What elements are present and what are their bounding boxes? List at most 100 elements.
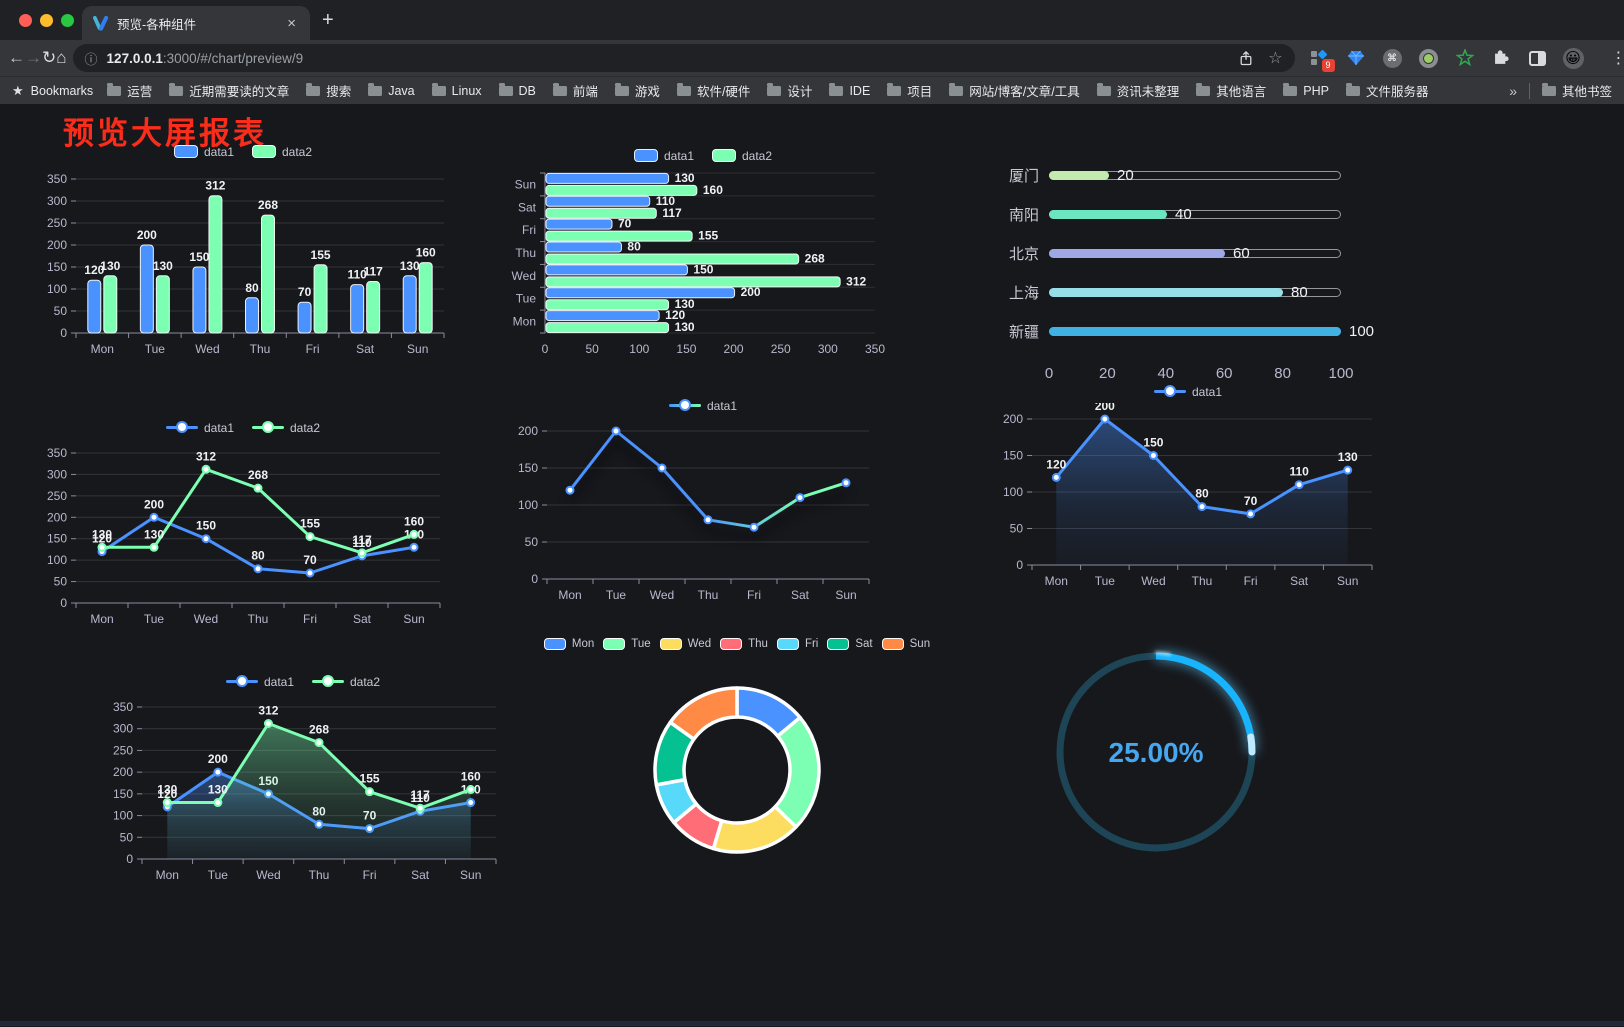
- svg-text:120: 120: [157, 787, 177, 801]
- legend-item[interactable]: data2: [312, 675, 380, 689]
- bookmark-folder[interactable]: 其他语言: [1196, 81, 1266, 100]
- bookmark-folder[interactable]: DB: [498, 82, 536, 98]
- legend-item[interactable]: data1: [225, 675, 294, 689]
- legend-item[interactable]: data1: [165, 421, 234, 435]
- bookmark-star-icon[interactable]: ☆: [1268, 50, 1283, 67]
- progress-fill: [1049, 288, 1283, 297]
- other-bookmarks[interactable]: 其他书签: [1541, 81, 1612, 100]
- legend-item[interactable]: Sun: [881, 637, 930, 650]
- progress-label: 南阳: [1008, 207, 1039, 224]
- legend-swatch: [252, 145, 276, 158]
- bottom-strip: [0, 1021, 1624, 1026]
- bookmark-folder[interactable]: 运营: [107, 81, 152, 100]
- bookmark-folder[interactable]: 文件服务器: [1345, 81, 1428, 100]
- command-extension-icon[interactable]: ⌘: [1382, 48, 1402, 68]
- chart-canvas: [540, 655, 934, 886]
- bookmark-folder[interactable]: 设计: [767, 81, 812, 100]
- folder-icon: [1096, 82, 1111, 96]
- side-panel-icon[interactable]: [1528, 50, 1546, 66]
- svg-text:300: 300: [47, 194, 67, 208]
- legend-swatch: [165, 421, 198, 434]
- bookmark-folder[interactable]: IDE: [829, 82, 870, 98]
- legend-item[interactable]: Thu: [720, 637, 768, 650]
- svg-text:Fri: Fri: [303, 612, 317, 626]
- legend-item[interactable]: Mon: [543, 637, 594, 650]
- progress-value: 60: [1233, 245, 1250, 262]
- bookmark-folder[interactable]: 网站/博客/文章/工具: [949, 81, 1080, 100]
- home-button[interactable]: ⌂: [56, 48, 67, 67]
- legend-item[interactable]: data2: [252, 421, 320, 435]
- back-button[interactable]: ←: [8, 48, 25, 67]
- bookmark-folder[interactable]: PHP: [1283, 82, 1329, 98]
- bookmark-folder[interactable]: 搜索: [306, 81, 351, 100]
- svg-text:Fri: Fri: [363, 868, 377, 882]
- svg-text:0: 0: [531, 572, 538, 586]
- legend-item[interactable]: Wed: [659, 637, 711, 650]
- svg-text:100: 100: [629, 342, 649, 356]
- svg-text:200: 200: [208, 752, 228, 766]
- reload-button[interactable]: ↻: [42, 48, 57, 67]
- window-minimize-button[interactable]: [40, 14, 53, 27]
- legend-item[interactable]: data1: [633, 149, 694, 163]
- legend-item[interactable]: data2: [252, 145, 312, 159]
- folder-icon: [107, 82, 122, 96]
- svg-text:250: 250: [47, 216, 67, 230]
- window-zoom-button[interactable]: [61, 14, 74, 27]
- gem-extension-icon[interactable]: [1346, 48, 1366, 68]
- bookmarks-overflow-chevron[interactable]: »: [1509, 82, 1517, 99]
- browser-tab[interactable]: 预览-各种组件 ×: [82, 6, 310, 40]
- bookmark-folder[interactable]: 软件/硬件: [676, 81, 750, 100]
- folder-icon: [431, 82, 446, 96]
- svg-text:Sat: Sat: [791, 588, 810, 602]
- legend-item[interactable]: Fri: [776, 637, 818, 650]
- bookmark-folder[interactable]: 资讯未整理: [1096, 81, 1179, 100]
- recorder-extension-icon[interactable]: [1418, 48, 1438, 68]
- bookmark-folder[interactable]: 前端: [552, 81, 598, 100]
- legend-item[interactable]: data2: [712, 149, 772, 163]
- bookmarks-label[interactable]: Bookmarks: [30, 83, 94, 98]
- svg-text:Mon: Mon: [1045, 574, 1068, 588]
- svg-text:300: 300: [47, 467, 67, 481]
- site-info-icon[interactable]: ⓘ: [84, 51, 98, 67]
- tab-close-button[interactable]: ×: [287, 14, 296, 32]
- svg-text:130: 130: [92, 527, 112, 541]
- extension-badge: 9: [1321, 59, 1335, 72]
- svg-text:155: 155: [698, 229, 718, 243]
- legend-item[interactable]: data1: [1153, 385, 1222, 399]
- svg-text:117: 117: [662, 206, 682, 220]
- page-content: 预览大屏报表 data1 data2 0 50 100 150 200 250 300 350 M…: [0, 104, 1624, 1026]
- legend-item[interactable]: Tue: [603, 637, 651, 650]
- svg-text:130: 130: [144, 527, 164, 541]
- star-extension-icon[interactable]: [1455, 48, 1475, 68]
- svg-text:Sun: Sun: [460, 868, 481, 882]
- svg-text:200: 200: [113, 765, 133, 779]
- svg-text:130: 130: [675, 320, 695, 334]
- address-bar[interactable]: ⓘ 127.0.0.1 :3000/#/chart/preview/9 ☆: [72, 44, 1295, 72]
- extensions-row: 9 ⌘ 😀 ⋮: [1309, 47, 1624, 72]
- legend-item[interactable]: data1: [173, 145, 234, 159]
- legend-item[interactable]: Sat: [827, 637, 873, 650]
- svg-text:250: 250: [771, 342, 791, 356]
- chart-canvas: 0 50 100 150 200 Mon Tue Wed Thu Fri Sat Sun 120 200 1…: [986, 399, 1390, 598]
- profile-avatar[interactable]: 😀: [1562, 47, 1584, 69]
- bookmark-folder[interactable]: 游戏: [614, 81, 660, 100]
- tab-manager-extension-icon[interactable]: 9: [1309, 48, 1335, 72]
- extensions-puzzle-icon[interactable]: [1492, 48, 1512, 68]
- progress-track: 60: [1049, 245, 1341, 262]
- bookmark-folder[interactable]: 近期需要读的文章: [169, 81, 289, 100]
- share-icon[interactable]: [1238, 50, 1254, 67]
- bookmark-folder[interactable]: Linux: [431, 82, 482, 98]
- bookmark-folder[interactable]: Java: [368, 82, 415, 98]
- svg-text:Tue: Tue: [606, 588, 627, 602]
- folder-icon: [829, 82, 844, 96]
- progress-value: 80: [1291, 284, 1308, 301]
- forward-button[interactable]: →: [25, 48, 42, 67]
- browser-menu-icon[interactable]: ⋮: [1610, 50, 1624, 67]
- svg-text:Fri: Fri: [522, 223, 536, 237]
- new-tab-button[interactable]: +: [322, 9, 334, 31]
- window-close-button[interactable]: [19, 14, 32, 27]
- svg-text:268: 268: [805, 252, 825, 266]
- legend-item[interactable]: data1: [668, 399, 737, 413]
- svg-text:Mon: Mon: [513, 315, 536, 329]
- bookmark-folder[interactable]: 项目: [887, 81, 932, 100]
